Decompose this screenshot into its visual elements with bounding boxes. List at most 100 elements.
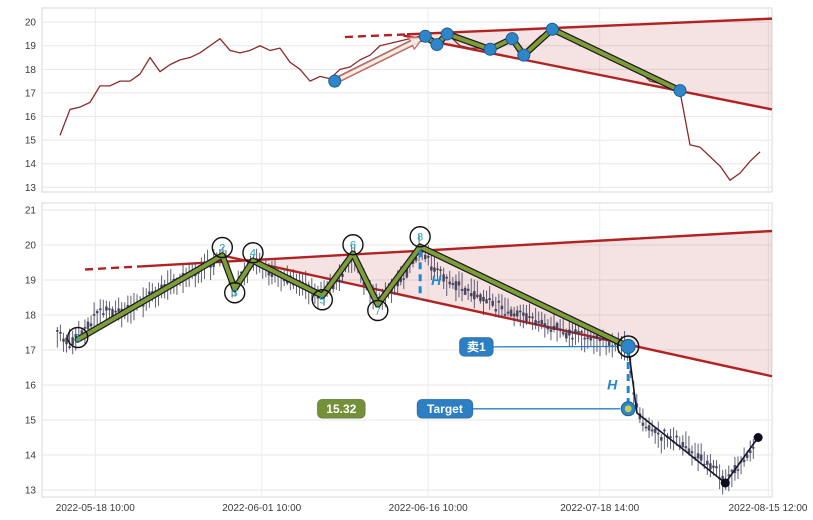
candle-body <box>543 323 547 326</box>
candle-body <box>702 463 706 466</box>
candle-body <box>59 331 62 334</box>
candle-body <box>522 312 525 316</box>
candle-body <box>95 310 99 314</box>
breakdown-circle <box>616 335 640 358</box>
candle-body <box>546 326 550 330</box>
measure-value-badge[interactable] <box>316 398 366 419</box>
candle-body <box>577 330 580 333</box>
sell-label-badge[interactable] <box>458 336 494 357</box>
candle-body <box>564 332 568 339</box>
candle-body <box>466 288 470 291</box>
candle-body <box>525 313 528 322</box>
candle-body <box>411 260 415 264</box>
candle-body <box>141 304 145 307</box>
candle-body <box>583 337 586 340</box>
candle-body <box>549 329 553 332</box>
candle-body <box>89 323 93 327</box>
candle-body <box>160 284 163 289</box>
candle-body <box>117 308 120 312</box>
candle-body <box>647 425 651 431</box>
candle-body <box>681 441 685 448</box>
top-panel[interactable]: 13 14 15 16 17 18 19 20 <box>25 7 773 194</box>
candle-body <box>552 325 556 331</box>
candle-body <box>239 271 243 274</box>
x-tick-label: 2022-07-18 14:00 <box>560 503 639 514</box>
candle-body <box>574 329 577 334</box>
projection-line <box>627 346 759 484</box>
pivot-circle <box>211 236 234 259</box>
candle-body <box>675 435 678 438</box>
candle-body <box>571 337 574 340</box>
target-label-badge[interactable] <box>416 398 474 419</box>
candle-body <box>494 309 498 312</box>
candle-body <box>485 299 488 304</box>
swing-marker <box>430 38 444 52</box>
candle-body <box>457 281 461 286</box>
y-tick-label: 19 <box>25 41 37 52</box>
candle-body <box>497 300 501 303</box>
candle-body <box>601 337 605 340</box>
upper-trendline <box>406 17 773 36</box>
measure-value-text: 15.32 <box>326 402 356 416</box>
candle-body <box>693 456 697 459</box>
x-tick-label: 2022-06-16 10:00 <box>389 503 468 514</box>
candle-body <box>684 446 688 449</box>
candle-body <box>105 306 108 311</box>
candle-body <box>656 432 660 435</box>
candle-body <box>68 346 71 348</box>
candle-body <box>316 296 320 299</box>
candle-body <box>209 264 212 268</box>
candle-body <box>690 451 694 454</box>
candle-body <box>663 429 666 432</box>
candle-body <box>479 294 482 302</box>
candle-body <box>56 330 59 332</box>
swing-marker <box>505 32 519 46</box>
pivot-number: 6 <box>350 240 356 252</box>
candle-body <box>341 273 344 277</box>
candle-body <box>568 329 571 336</box>
swing-marker <box>517 48 531 62</box>
lower-trendline <box>403 34 773 111</box>
swing-marker <box>418 29 432 43</box>
candle-body <box>715 466 718 469</box>
pivot-number: 5 <box>319 295 325 307</box>
candle-body <box>71 337 74 346</box>
upper-trendline-dashed <box>85 265 141 271</box>
candle-body <box>414 257 418 261</box>
candle-body <box>653 428 657 433</box>
candle-body <box>102 313 105 316</box>
candle-body <box>509 309 513 317</box>
candle-body <box>62 338 65 342</box>
y-tick-label: 14 <box>25 451 37 462</box>
candle-body <box>460 288 464 291</box>
pivot-circle <box>367 299 389 322</box>
candle-body <box>540 319 544 325</box>
candle-body <box>592 335 596 338</box>
y-tick-label: 20 <box>25 241 37 252</box>
candle-body <box>212 263 215 267</box>
pivot-circle <box>409 226 431 248</box>
candle-body <box>696 453 700 459</box>
candle-body <box>126 304 130 309</box>
candle-body <box>712 465 715 468</box>
candle-body <box>644 426 648 429</box>
candle-body <box>402 278 406 280</box>
swing-marker <box>673 84 687 98</box>
plot-background <box>41 7 773 193</box>
candle-body <box>503 314 507 316</box>
candle-body <box>86 321 90 330</box>
sell-point-marker <box>620 339 636 354</box>
pivot-number: 2 <box>219 242 225 254</box>
candle-body <box>491 300 495 306</box>
candle-body <box>98 308 102 311</box>
candle-body <box>518 310 522 313</box>
candle-body <box>586 337 590 340</box>
y-tick-label: 17 <box>25 88 37 99</box>
candle-body <box>730 469 734 472</box>
candle-body <box>433 267 436 272</box>
candle-body <box>282 279 286 282</box>
candle-body <box>595 334 599 339</box>
